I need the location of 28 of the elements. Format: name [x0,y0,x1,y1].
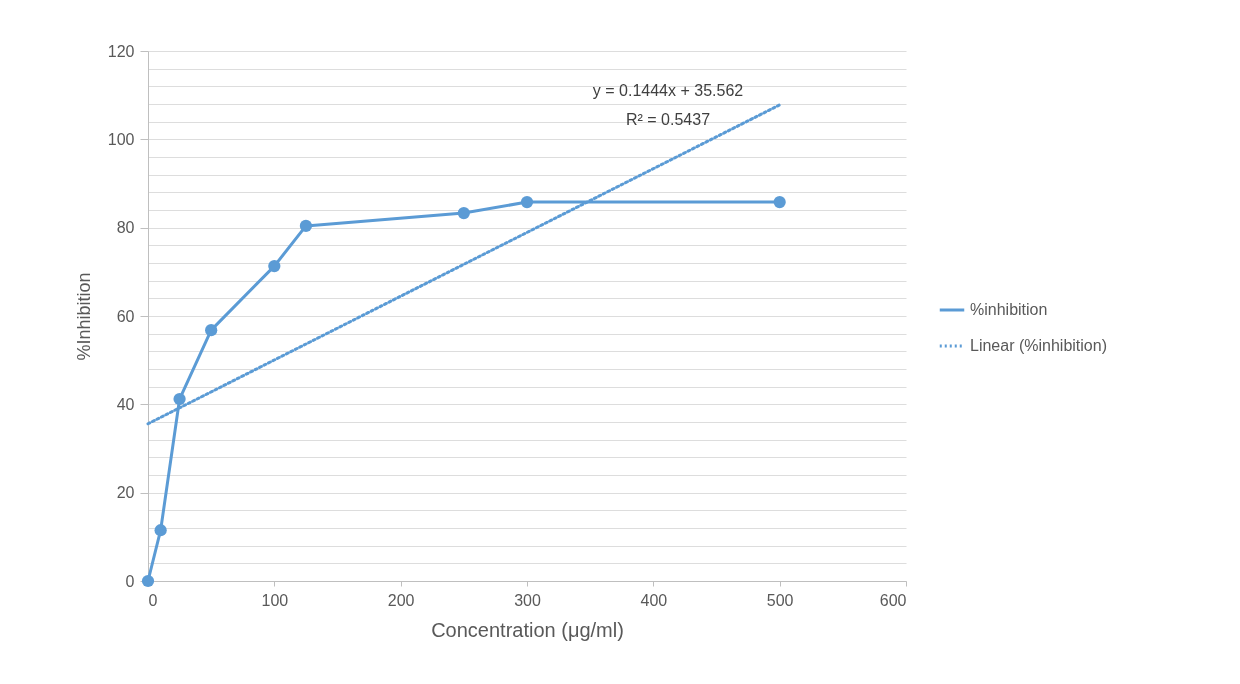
point [154,524,167,537]
y-tick-label: 0 [125,572,135,590]
y-tick-label: 20 [116,484,135,502]
x-tick-label: 400 [640,591,668,609]
point [773,195,786,209]
y-tick-label: 40 [116,395,135,413]
annotation: R² = 0.5437 [625,111,711,128]
y-tick-label: 60 [116,307,135,325]
point [205,324,218,337]
x-tick-label: 500 [766,591,794,609]
legend-label: Linear (%inhibition) [970,337,1107,354]
x-tick-label: 200 [387,591,415,609]
y-tick-label: 80 [116,219,135,237]
point [520,195,534,209]
x-tick-label: 100 [261,591,289,609]
y-axis-title: %Inhibition [73,272,94,361]
point [173,392,186,406]
legend-label: %inhibition [970,301,1048,318]
y-tick-label: 100 [107,130,135,148]
x-tick-label: 0 [148,591,158,609]
x-tick-label: 600 [879,591,907,609]
x-axis-title: Concentration (μg/ml) [431,618,624,641]
x-tick-label: 300 [514,591,541,609]
y-tick-label: 120 [107,42,135,60]
point [457,206,470,220]
annotation: y = 0.1444x + 35.562 [592,82,744,99]
point [268,259,281,273]
point [299,219,313,233]
